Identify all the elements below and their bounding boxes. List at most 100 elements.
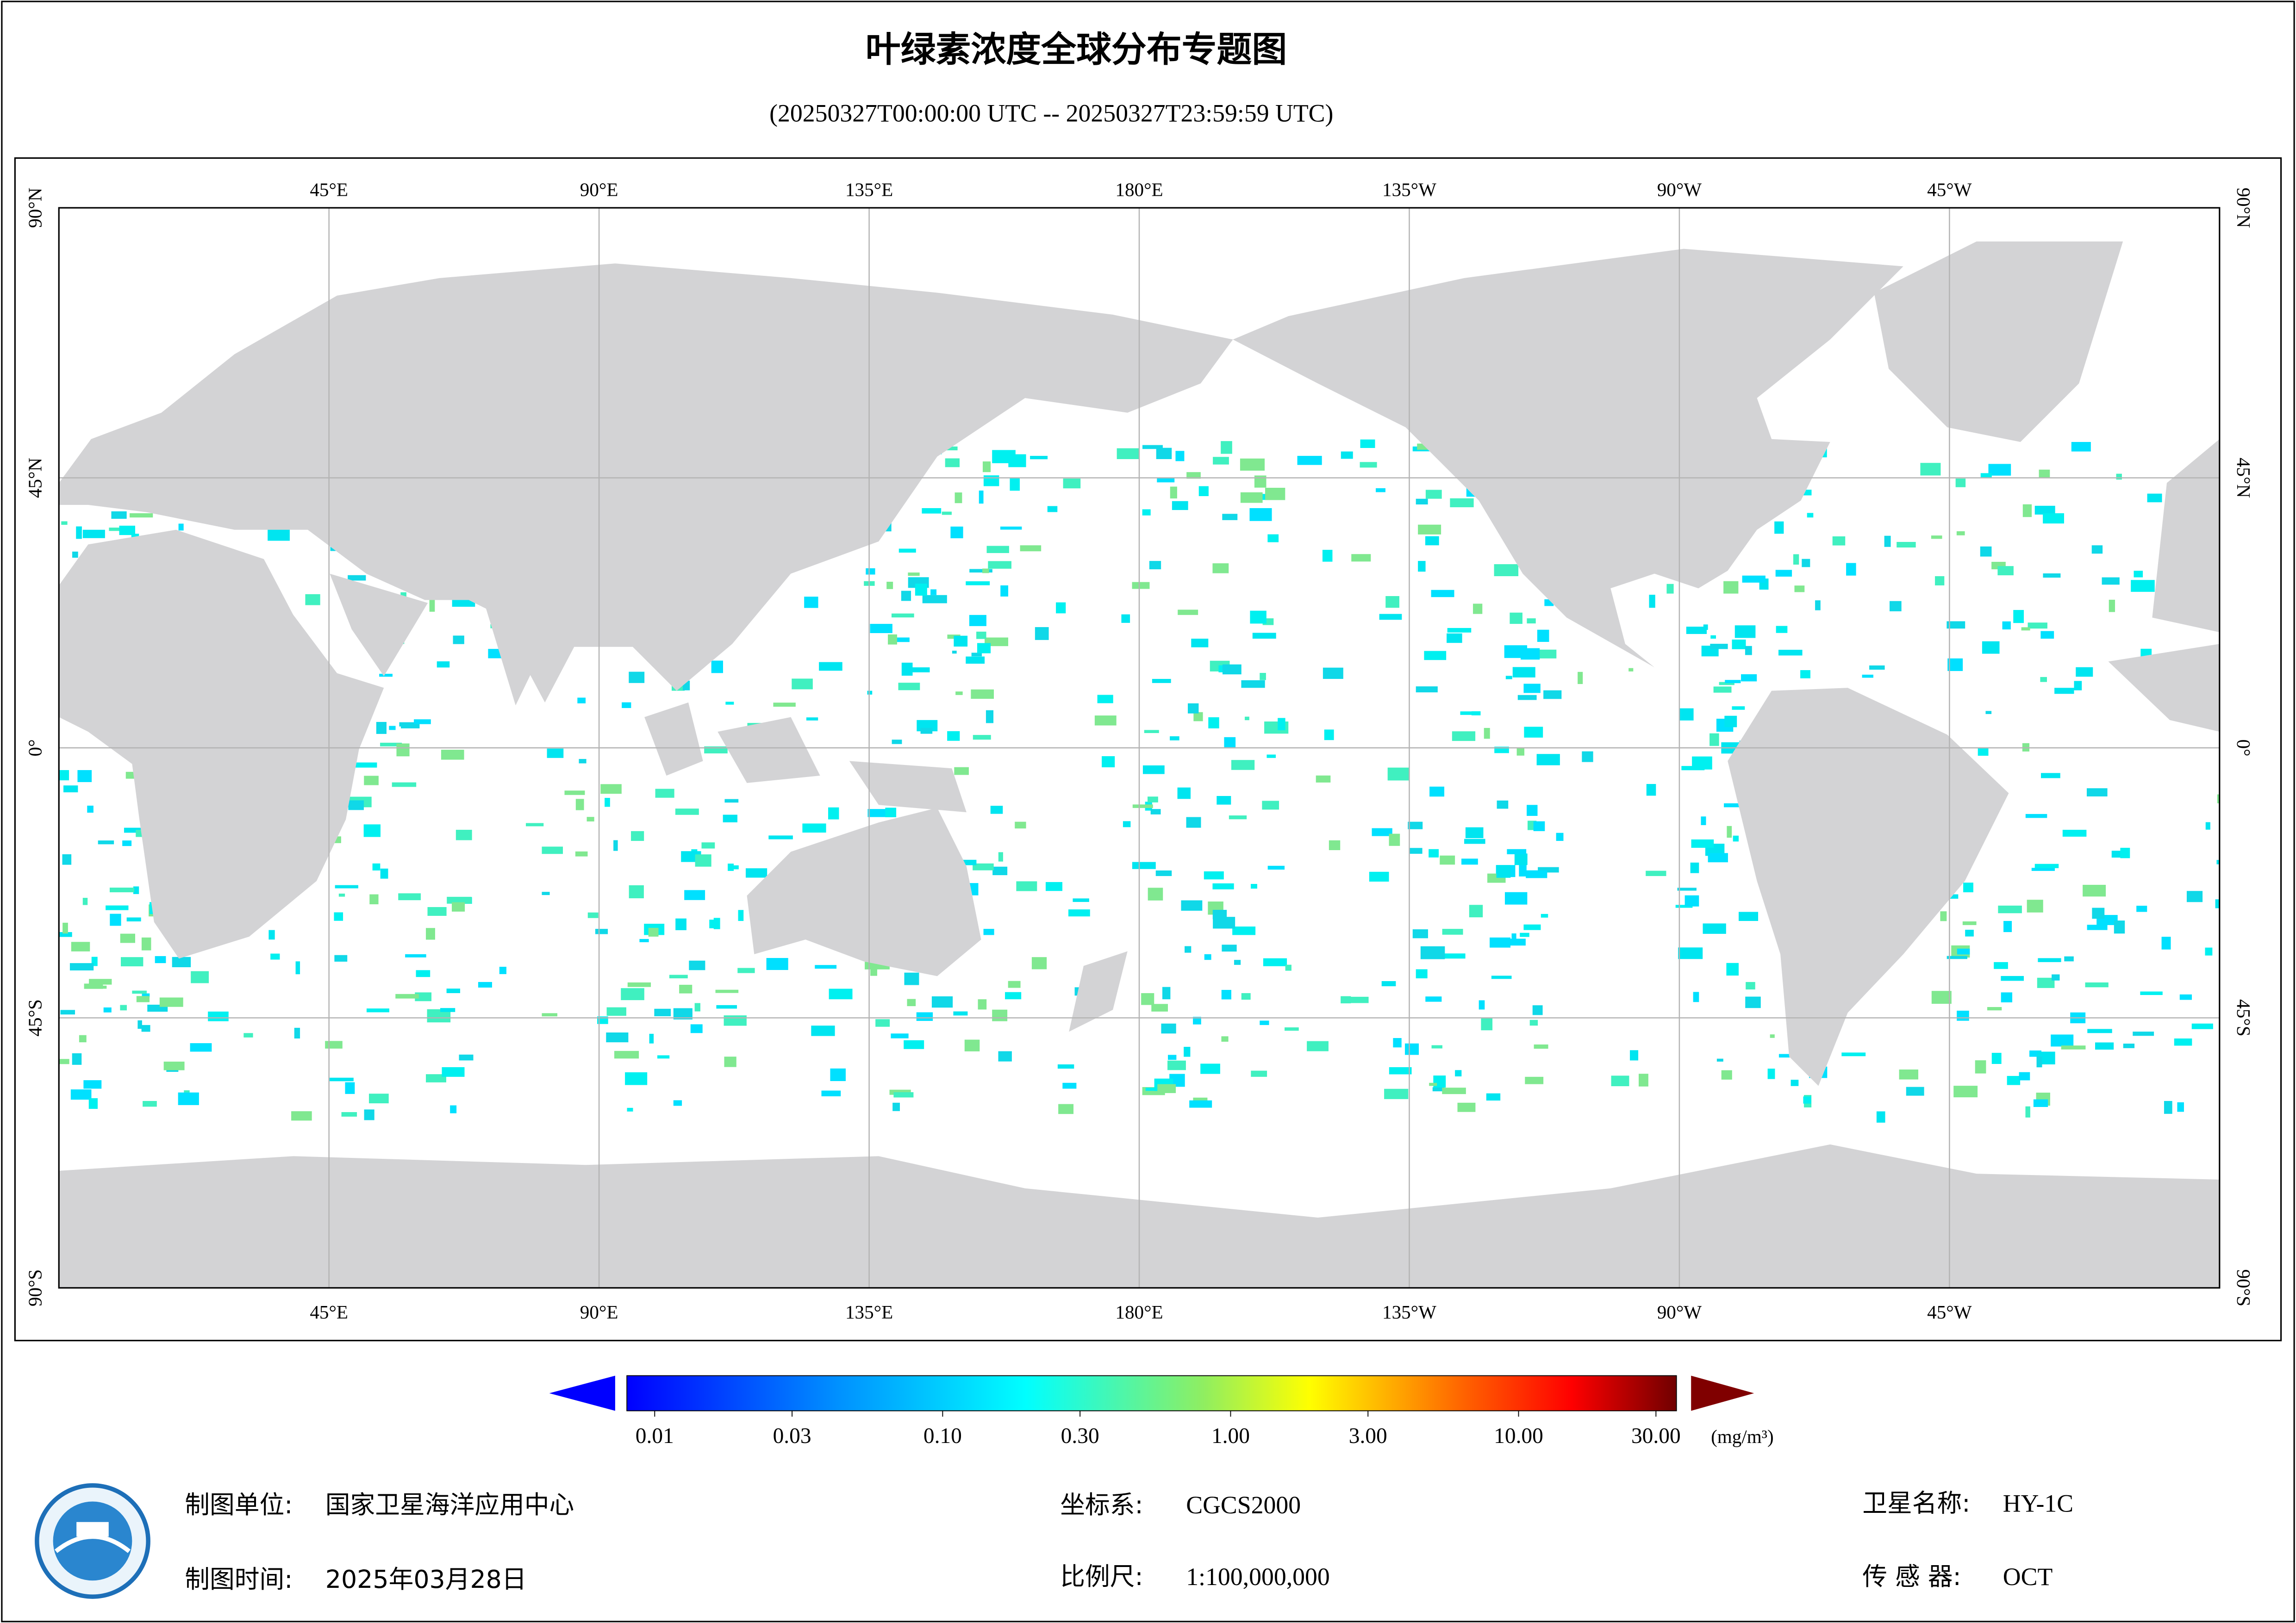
chl-patch [1666, 584, 1674, 594]
chl-patch [1519, 864, 1527, 877]
chl-patch [1186, 817, 1201, 828]
chl-patch [1360, 439, 1375, 448]
chl-patch [334, 955, 348, 962]
chl-patch [526, 823, 544, 827]
chl-patch [1556, 833, 1564, 841]
chl-patch [888, 634, 897, 645]
chl-patch [1527, 805, 1538, 816]
chl-patch [369, 1094, 389, 1104]
chl-patch [870, 624, 892, 634]
chl-patch [867, 809, 889, 817]
chl-patch [2085, 982, 2109, 988]
chl-patch [1455, 1070, 1462, 1076]
chl-patch [606, 1032, 629, 1043]
chl-patch [971, 653, 982, 657]
lon-label-top: 45°E [310, 179, 348, 200]
chl-patch [1716, 1058, 1723, 1062]
chl-patch [103, 1007, 112, 1013]
chl-patch [1198, 486, 1209, 497]
chl-patch [891, 613, 914, 618]
chl-patch [885, 808, 897, 817]
chl-patch [866, 568, 875, 575]
chl-patch [1524, 727, 1543, 738]
chl-patch [1222, 664, 1242, 675]
chl-patch [446, 989, 461, 993]
chl-patch [268, 528, 290, 541]
chl-patch [1351, 554, 1371, 562]
chl-patch [904, 1040, 924, 1049]
chl-patch [243, 1033, 253, 1038]
chl-patch [891, 637, 910, 642]
chl-patch [828, 807, 839, 820]
chl-patch [1815, 600, 1821, 610]
chl-patch [1732, 639, 1746, 649]
chl-patch [773, 703, 796, 707]
lon-label-top: 180°E [1115, 179, 1163, 200]
chl-patch [1692, 756, 1712, 770]
chl-patch [1385, 596, 1399, 608]
chl-patch [1710, 644, 1728, 649]
chl-patch [1978, 748, 1989, 756]
chl-patch [1543, 690, 1562, 699]
chl-patch [870, 964, 877, 976]
chl-patch [2114, 920, 2125, 934]
chl-patch [1117, 448, 1140, 460]
chl-patch [2215, 899, 2220, 908]
chl-patch [1719, 682, 1734, 685]
chl-patch [1057, 1064, 1074, 1069]
chl-patch [1869, 665, 1885, 670]
colorbar-tick-label: 10.00 [1494, 1424, 1543, 1448]
chl-patch [724, 1057, 736, 1067]
chl-patch [1322, 550, 1333, 562]
chl-patch [1323, 667, 1343, 679]
chl-patch [1965, 930, 1974, 937]
chl-patch [400, 592, 406, 597]
chl-patch [2216, 860, 2220, 864]
chl-patch [1931, 991, 1952, 1004]
chl-patch [600, 784, 622, 794]
chl-patch [2120, 847, 2130, 858]
chl-patch [1204, 871, 1224, 880]
chl-patch [1770, 1034, 1775, 1038]
chl-patch [1267, 865, 1285, 870]
chl-patch [1167, 1060, 1186, 1070]
chl-patch [1010, 478, 1020, 491]
map [59, 208, 2220, 1288]
chl-patch [2001, 976, 2024, 981]
chl-patch [1148, 796, 1158, 802]
chl-patch [1429, 786, 1445, 797]
chl-patch [1481, 1018, 1493, 1031]
chl-patch [1447, 633, 1462, 643]
chl-patch [1381, 981, 1396, 987]
chl-patch [2177, 1102, 2184, 1112]
chl-patch [1188, 703, 1199, 714]
chl-patch [1529, 1020, 1538, 1026]
chl-patch [2040, 677, 2047, 682]
chl-patch [819, 662, 842, 671]
chl-patch [1121, 614, 1130, 623]
chl-patch [395, 994, 419, 999]
chl-patch [2174, 1038, 2192, 1046]
chl-patch [916, 1012, 933, 1021]
chl-patch [1056, 602, 1066, 614]
chl-patch [605, 798, 610, 807]
chl-patch [709, 920, 719, 928]
chl-patch [701, 842, 715, 849]
chl-patch [1956, 531, 1965, 535]
chl-patch [72, 551, 78, 558]
chl-patch [1393, 1038, 1402, 1048]
chl-patch [966, 656, 985, 664]
chl-patch [901, 591, 911, 601]
chl-patch [2034, 505, 2055, 515]
chl-patch [1245, 716, 1249, 721]
chl-patch [294, 1027, 300, 1038]
colorbar-tick-label: 0.03 [773, 1424, 811, 1448]
chl-patch [1416, 498, 1428, 505]
chl-patch [76, 526, 82, 539]
chl-patch [1778, 1054, 1790, 1058]
chl-patch [1222, 514, 1238, 520]
chl-patch [1221, 989, 1231, 1000]
chl-patch [1469, 905, 1483, 918]
chl-patch [399, 722, 414, 727]
chl-patch [2027, 900, 2043, 913]
